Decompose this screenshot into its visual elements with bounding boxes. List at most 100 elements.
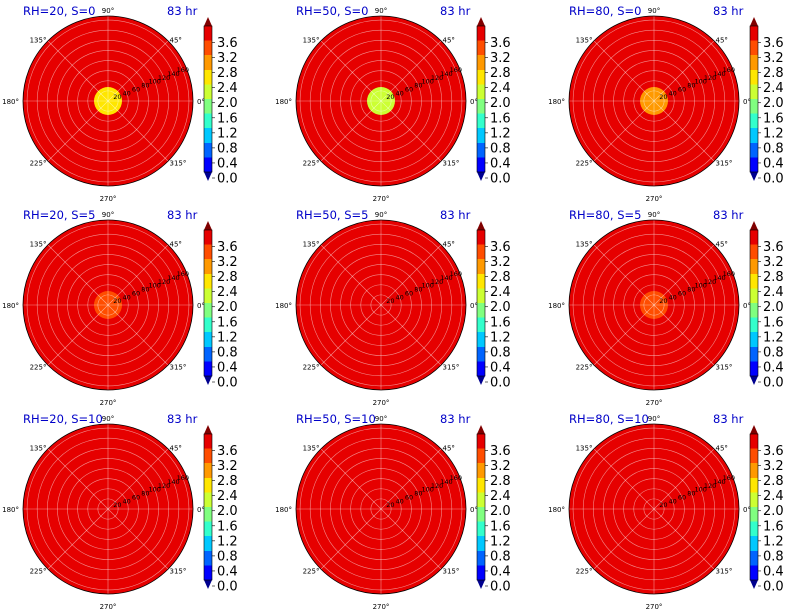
panel-title: RH=20, S=0 bbox=[23, 4, 95, 18]
colorbar-tick-label: 0.4 bbox=[217, 156, 238, 171]
radial-tick-label: 20 bbox=[113, 297, 121, 305]
colorbar-tick-label: 1.2 bbox=[763, 126, 784, 141]
colorbar-tick-label: 3.2 bbox=[217, 459, 238, 474]
colorbar-extend-min bbox=[477, 172, 485, 181]
panel-time-label: 83 hr bbox=[713, 4, 744, 18]
colorbar-tick-label: 2.4 bbox=[490, 285, 511, 300]
colorbar-tick-label: 0.0 bbox=[490, 376, 511, 391]
angle-tick-label: 180° bbox=[548, 506, 565, 514]
colorbar-tick-label: 3.6 bbox=[490, 36, 511, 51]
polar-panel: 0°45°90°135°180°225°270°315°20 40 60 801001… bbox=[2, 208, 238, 407]
angular-gridline bbox=[593, 40, 655, 102]
colorbar-tick-label: 2.8 bbox=[763, 270, 784, 285]
radial-tick-label: 100 bbox=[695, 486, 707, 494]
colorbar-tick-label: 3.6 bbox=[217, 240, 238, 255]
colorbar bbox=[750, 434, 758, 580]
colorbar-extend-max bbox=[750, 17, 758, 26]
colorbar-tick-label: 2.8 bbox=[217, 66, 238, 81]
colorbar-extend-min bbox=[204, 376, 212, 385]
angle-tick-label: 225° bbox=[576, 160, 593, 168]
angle-tick-label: 45° bbox=[443, 240, 455, 248]
colorbar-extend-min bbox=[750, 172, 758, 181]
radial-tick-label: 120 bbox=[158, 74, 170, 82]
angle-tick-label: 135° bbox=[303, 36, 320, 44]
colorbar-extend-min bbox=[204, 172, 212, 181]
radial-tick-label: 20 bbox=[659, 297, 667, 305]
colorbar-tick-label: 3.2 bbox=[763, 255, 784, 270]
colorbar-tick-label: 1.2 bbox=[763, 330, 784, 345]
angular-gridline bbox=[380, 40, 442, 102]
panel-title: RH=50, S=0 bbox=[296, 4, 368, 18]
angular-gridline bbox=[653, 304, 715, 366]
radial-tick-label: 40 bbox=[123, 89, 131, 97]
colorbar-tick-label: 2.8 bbox=[490, 474, 511, 489]
colorbar-tick-label: 1.2 bbox=[217, 534, 238, 549]
colorbar-tick-label: 2.0 bbox=[763, 504, 784, 519]
colorbar-extend-min bbox=[477, 376, 485, 385]
angle-tick-label: 90° bbox=[375, 211, 387, 219]
colorbar-tick-label: 2.4 bbox=[763, 489, 784, 504]
radial-tick-label: 40 bbox=[396, 89, 404, 97]
polar-frame bbox=[568, 219, 740, 391]
colorbar-tick-label: 0.8 bbox=[490, 549, 511, 564]
angle-tick-label: 180° bbox=[275, 506, 292, 514]
colorbar-tick-label: 1.2 bbox=[217, 126, 238, 141]
radial-tick-label: 40 bbox=[669, 497, 677, 505]
angle-tick-label: 45° bbox=[716, 36, 728, 44]
colorbar-tick-label: 1.2 bbox=[217, 330, 238, 345]
radial-tick-label: 160 bbox=[723, 270, 735, 278]
angle-tick-label: 315° bbox=[716, 364, 733, 372]
angle-tick-label: 225° bbox=[303, 364, 320, 372]
radial-tick-label: 40 bbox=[669, 89, 677, 97]
colorbar-tick-label: 1.2 bbox=[763, 534, 784, 549]
radial-tick-label: 60 bbox=[678, 85, 686, 93]
colorbar-tick-label: 1.6 bbox=[490, 111, 511, 126]
angle-tick-label: 180° bbox=[275, 302, 292, 310]
radial-tick-label: 40 bbox=[396, 293, 404, 301]
angle-tick-label: 135° bbox=[576, 240, 593, 248]
panel-time-label: 83 hr bbox=[440, 412, 471, 426]
radial-tick-label: 80 bbox=[687, 490, 695, 498]
angular-gridline bbox=[380, 508, 442, 570]
radial-tick-label: 100 bbox=[422, 486, 434, 494]
polar-panel: 0°45°90°135°180°225°270°315°20 40 60 801001… bbox=[2, 412, 238, 611]
angular-gridline bbox=[380, 448, 442, 510]
radial-tick-label: 120 bbox=[431, 278, 443, 286]
colorbar-tick-label: 3.6 bbox=[217, 444, 238, 459]
radial-tick-label: 60 bbox=[132, 289, 140, 297]
colorbar-tick-label: 1.2 bbox=[490, 126, 511, 141]
radial-tick-label: 140 bbox=[713, 70, 725, 78]
angle-tick-label: 180° bbox=[548, 302, 565, 310]
angle-tick-label: 0° bbox=[470, 506, 478, 514]
radial-tick-label: 120 bbox=[431, 74, 443, 82]
angular-gridline bbox=[593, 244, 655, 306]
polar-frame bbox=[568, 423, 740, 595]
radial-tick-label: 140 bbox=[440, 478, 452, 486]
angle-tick-label: 45° bbox=[170, 36, 182, 44]
angle-tick-label: 180° bbox=[2, 98, 19, 106]
radial-tick-label: 160 bbox=[177, 474, 189, 482]
colorbar-tick-label: 0.4 bbox=[490, 156, 511, 171]
radial-tick-label: 160 bbox=[723, 474, 735, 482]
angle-tick-label: 270° bbox=[646, 603, 663, 611]
angle-tick-label: 45° bbox=[170, 240, 182, 248]
angle-tick-label: 0° bbox=[743, 506, 751, 514]
panel-title: RH=20, S=5 bbox=[23, 208, 95, 222]
angle-tick-label: 315° bbox=[170, 364, 187, 372]
radial-tick-label: 160 bbox=[450, 66, 462, 74]
colorbar-tick-label: 3.2 bbox=[490, 255, 511, 270]
colorbar-extend-max bbox=[477, 17, 485, 26]
colorbar-tick-label: 1.2 bbox=[490, 534, 511, 549]
polar-frame bbox=[22, 423, 194, 595]
colorbar-tick-label: 0.8 bbox=[763, 549, 784, 564]
angle-tick-label: 135° bbox=[303, 240, 320, 248]
colorbar-frame bbox=[203, 229, 213, 377]
colorbar-extend-max bbox=[204, 221, 212, 230]
colorbar bbox=[204, 230, 212, 376]
angle-tick-label: 90° bbox=[102, 211, 114, 219]
panel-time-label: 83 hr bbox=[440, 4, 471, 18]
angular-gridline bbox=[107, 244, 169, 306]
radial-tick-label: 100 bbox=[149, 486, 161, 494]
radial-tick-label: 20 bbox=[113, 93, 121, 101]
